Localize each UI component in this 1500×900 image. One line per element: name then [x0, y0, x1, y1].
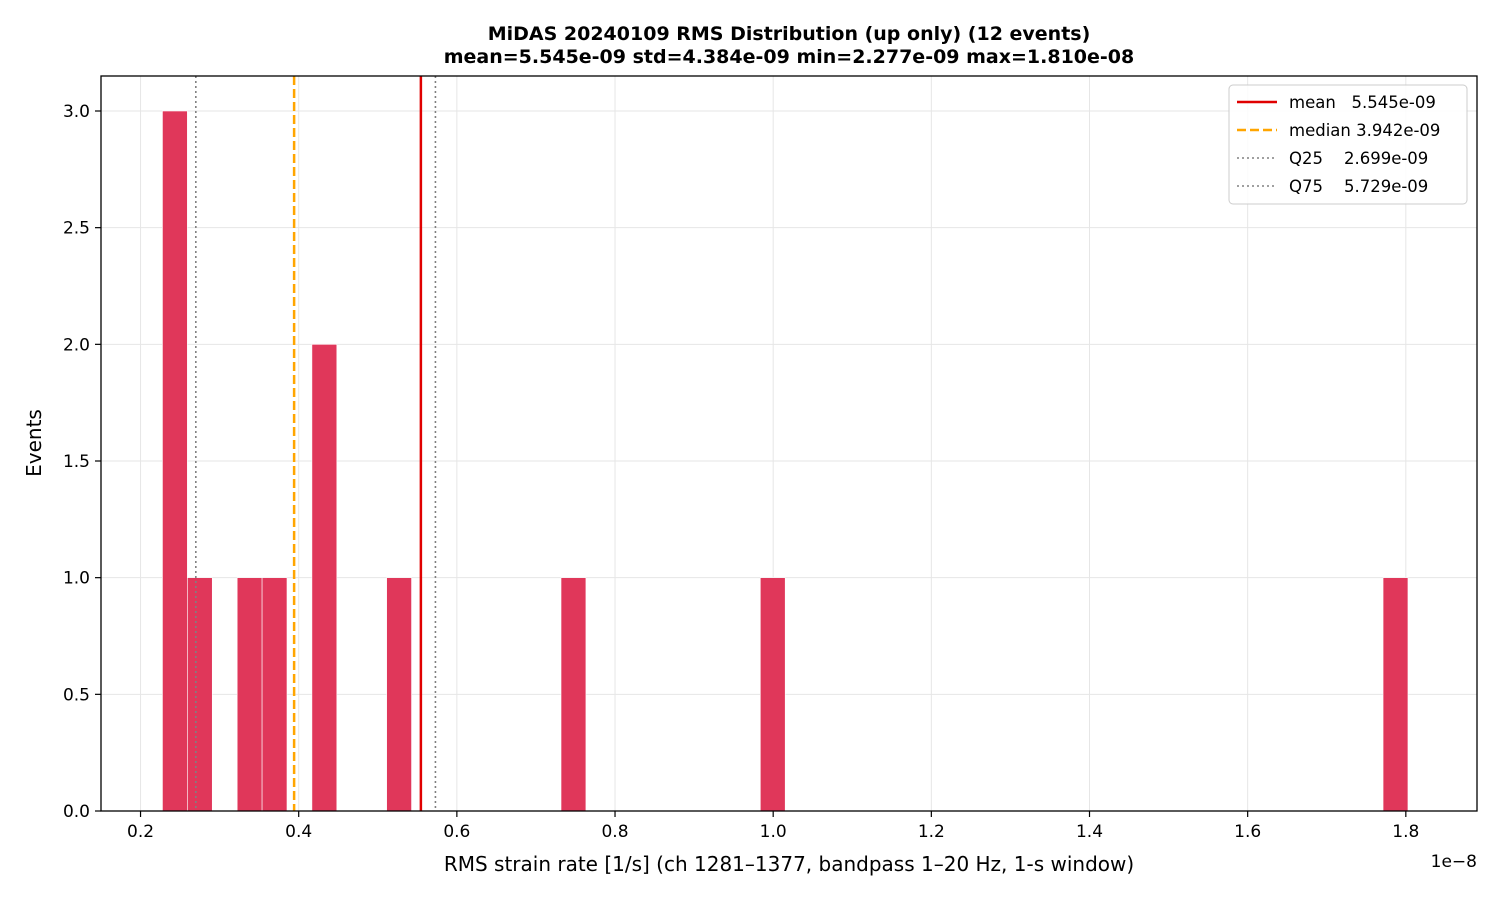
y-axis-label: Events	[22, 409, 46, 477]
legend-mean-label: mean 5.545e-09	[1289, 93, 1436, 112]
x-axis-ticks: 0.2 0.4 0.6 0.8 1.0 1.2 1.4 1.6 1.8	[127, 811, 1419, 842]
histogram-bar	[759, 577, 786, 812]
plot-frame	[100, 75, 1478, 812]
chart-title: MiDAS 20240109 RMS Distribution (up only…	[488, 23, 1091, 45]
histogram-bar	[1382, 577, 1409, 812]
y-axis-ticks: 0.0 0.5 1.0 1.5 2.0 2.5 3.0	[63, 102, 101, 822]
x-tick-label: 0.2	[127, 822, 154, 842]
y-tick-label: 0.5	[63, 685, 90, 705]
x-axis-offset-label: 1e−8	[1431, 852, 1477, 872]
histogram-bar	[386, 577, 412, 812]
histogram-bar	[162, 110, 188, 812]
y-tick-label: 2.5	[63, 219, 90, 239]
histogram-bar	[236, 577, 263, 812]
histogram-bar	[311, 344, 338, 812]
legend-median-label: median 3.942e-09	[1289, 121, 1440, 140]
legend-q75-label: Q75 5.729e-09	[1289, 177, 1428, 196]
reference-lines	[195, 76, 437, 811]
legend: mean 5.545e-09 median 3.942e-09 Q25 2.69…	[1228, 84, 1468, 205]
x-tick-label: 0.8	[601, 822, 628, 842]
y-tick-label: 1.0	[63, 569, 90, 589]
x-tick-label: 1.4	[1076, 822, 1103, 842]
x-tick-label: 1.0	[760, 822, 787, 842]
histogram-bar	[187, 577, 213, 812]
y-tick-label: 3.0	[63, 102, 90, 122]
x-tick-label: 1.8	[1392, 822, 1419, 842]
legend-box	[1228, 84, 1468, 205]
histogram-bar	[560, 577, 587, 812]
histogram-bars	[162, 110, 1409, 812]
x-tick-label: 1.6	[1234, 822, 1261, 842]
y-tick-label: 1.5	[63, 452, 90, 472]
chart-subtitle: mean=5.545e-09 std=4.384e-09 min=2.277e-…	[444, 46, 1135, 68]
legend-q25-label: Q25 2.699e-09	[1289, 149, 1428, 168]
y-tick-label: 2.0	[63, 335, 90, 355]
x-tick-label: 1.2	[918, 822, 945, 842]
y-tick-label: 0.0	[63, 802, 90, 822]
x-tick-label: 0.6	[443, 822, 470, 842]
x-tick-label: 0.4	[285, 822, 312, 842]
x-axis-label: RMS strain rate [1/s] (ch 1281–1377, ban…	[444, 852, 1134, 876]
histogram-bar	[261, 577, 288, 812]
